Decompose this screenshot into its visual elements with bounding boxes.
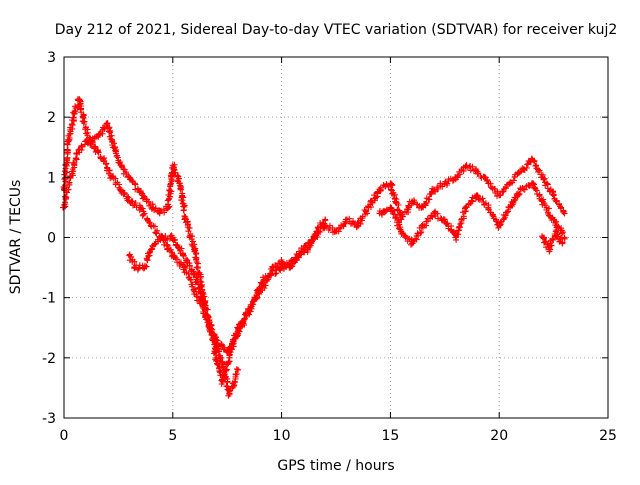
- y-tick-label: 0: [47, 231, 56, 247]
- grid-layer: [64, 57, 608, 418]
- plot-frame: [63, 56, 609, 419]
- y-tick-label: -2: [42, 351, 56, 367]
- y-tick-label: 3: [47, 50, 56, 66]
- x-tick-label: 0: [60, 428, 69, 444]
- x-tick-label: 25: [599, 428, 617, 444]
- x-axis-label: GPS time / hours: [277, 458, 394, 474]
- y-axis-label: SDTVAR / TECUs: [8, 180, 24, 295]
- x-tick-label: 5: [168, 428, 177, 444]
- y-tick-label: 2: [47, 110, 56, 126]
- data-layer: [60, 96, 568, 399]
- tick-layer: 0 5 10 15 20 25 -3 -2 -1 0 1 2 3: [42, 50, 617, 444]
- y-tick-label: -3: [42, 411, 56, 427]
- x-tick-label: 20: [490, 428, 508, 444]
- chart-title: Day 212 of 2021, Sidereal Day-to-day VTE…: [55, 22, 618, 38]
- y-tick-label: -1: [42, 291, 56, 307]
- x-tick-label: 10: [273, 428, 291, 444]
- x-tick-label: 15: [381, 428, 399, 444]
- y-tick-label: 1: [47, 170, 56, 186]
- data-point-track-c: [235, 366, 242, 373]
